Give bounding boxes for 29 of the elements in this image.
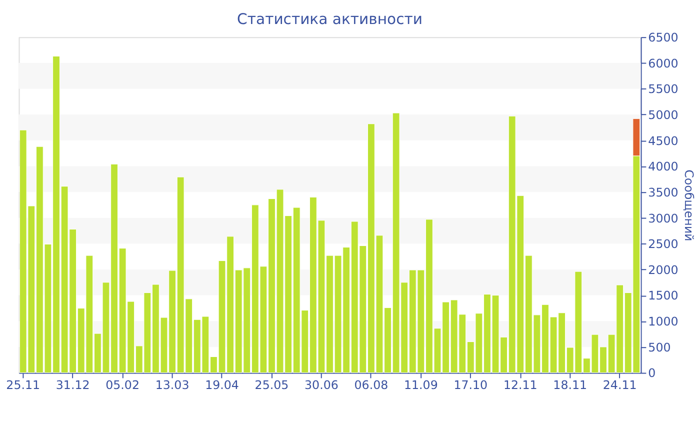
y-tick-label: 4500 — [648, 134, 678, 148]
x-tick-label: 25.11 — [6, 378, 40, 392]
x-tick-label: 17.10 — [454, 378, 488, 392]
x-tick-label: 19.04 — [205, 378, 239, 392]
y-tick-label: 2000 — [648, 262, 678, 277]
y-tick-label: 2500 — [648, 237, 678, 252]
x-tick-label: 13.03 — [155, 378, 190, 392]
y-tick-label: 1000 — [648, 314, 678, 329]
x-tick-label: 30.06 — [304, 378, 338, 392]
y-tick-label: 3500 — [648, 185, 678, 200]
x-tick-label: 05.02 — [106, 378, 140, 392]
x-tick-label: 24.11 — [602, 378, 637, 392]
y-tick-label: 3000 — [648, 211, 678, 226]
x-tick-label: 12.11 — [503, 378, 538, 392]
x-tick-label: 06.08 — [354, 378, 388, 392]
y-tick-label: 5000 — [648, 108, 678, 122]
x-tick-label: 31.12 — [56, 378, 90, 392]
y-tick-label: 4000 — [648, 160, 678, 174]
y-axis-title: Сообщений — [682, 170, 696, 242]
y-tick-label: 500 — [648, 340, 671, 354]
chart-title: Статистика активности — [237, 11, 422, 28]
x-tick-label: 11.09 — [404, 378, 438, 392]
x-tick-label: 25.05 — [254, 378, 289, 392]
y-tick-label: 0 — [648, 366, 656, 380]
y-tick-label: 6000 — [648, 56, 678, 70]
y-tick-label: 1500 — [648, 288, 678, 303]
y-tick-label: 5500 — [648, 82, 678, 96]
x-tick-label: 18.11 — [553, 378, 588, 392]
y-tick-label: 6500 — [648, 30, 678, 45]
